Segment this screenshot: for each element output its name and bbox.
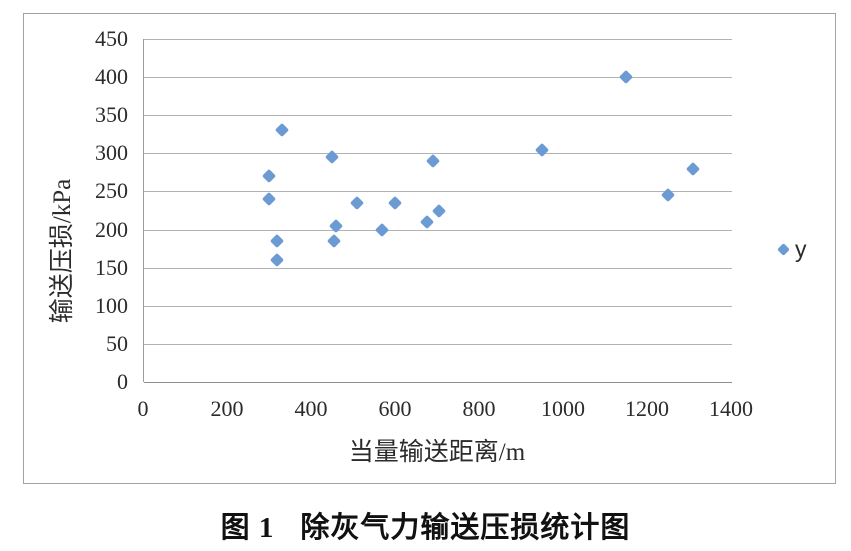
x-tick-label: 800 <box>462 396 496 421</box>
y-tick-label: 150 <box>95 254 128 280</box>
chart-frame <box>23 13 836 484</box>
y-tick-label: 400 <box>95 64 128 90</box>
y-tick-label: 300 <box>95 140 128 166</box>
gridline <box>144 39 732 40</box>
legend-diamond-marker-icon <box>777 243 790 256</box>
figure-caption-number: 图 1 <box>220 512 275 544</box>
y-tick-label: 50 <box>106 330 128 356</box>
x-tick-label: 1400 <box>709 396 753 421</box>
y-axis-title: 输送压损/kPa <box>49 178 76 324</box>
y-tick-label: 450 <box>95 26 128 51</box>
y-tick-label: 0 <box>117 369 128 394</box>
x-tick-label: 400 <box>294 396 328 421</box>
x-tick-label: 1000 <box>541 396 585 421</box>
y-tick-label: 250 <box>95 178 128 204</box>
gridline <box>144 305 732 307</box>
y-tick-label: 200 <box>95 216 128 242</box>
gridline <box>144 267 732 269</box>
x-tick-label: 200 <box>210 396 244 421</box>
gridline <box>144 77 732 79</box>
x-tick-label: 0 <box>137 396 149 421</box>
gridline <box>144 191 732 193</box>
x-axis-title: 当量输送距离/m <box>348 439 526 466</box>
x-tick-label: 1200 <box>625 396 669 421</box>
plot-area <box>143 39 732 383</box>
figure-caption-title: 除灰气力输送压损统计图 <box>300 512 631 544</box>
x-axis-line <box>144 382 732 383</box>
gridline <box>144 115 732 117</box>
gridline <box>144 229 732 231</box>
y-tick-label: 100 <box>95 292 128 318</box>
y-tick-label: 350 <box>95 102 128 128</box>
gridline <box>144 153 732 155</box>
legend: y <box>777 236 807 262</box>
legend-series-label: y <box>795 236 807 262</box>
x-tick-label: 600 <box>378 396 412 421</box>
figure-caption: 图 1 除灰气力输送压损统计图 <box>0 504 851 546</box>
gridline <box>144 343 732 345</box>
